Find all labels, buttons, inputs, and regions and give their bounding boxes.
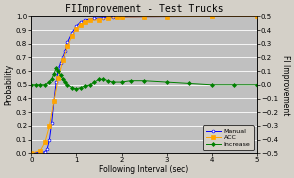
Manual <box>43 151 47 153</box>
Manual <box>75 25 78 27</box>
Manual <box>64 49 67 52</box>
ACC <box>75 28 78 30</box>
Increase <box>34 84 38 86</box>
Increase <box>97 78 101 80</box>
ACC <box>48 125 51 127</box>
Increase <box>79 87 83 89</box>
Manual <box>48 138 51 141</box>
ACC <box>79 23 83 26</box>
ACC <box>97 19 101 21</box>
Increase <box>93 81 96 83</box>
Manual <box>30 152 33 154</box>
Manual <box>111 16 114 18</box>
Increase <box>142 80 146 82</box>
Manual <box>70 32 74 34</box>
Increase <box>59 74 62 76</box>
Manual <box>84 19 87 21</box>
Increase <box>165 81 168 83</box>
Manual <box>59 62 62 64</box>
ACC <box>66 45 69 48</box>
ACC <box>70 34 74 36</box>
ACC <box>88 19 92 22</box>
Increase <box>52 73 56 75</box>
Manual <box>66 41 69 43</box>
ACC <box>210 15 213 17</box>
ACC <box>142 16 146 18</box>
Increase <box>255 84 258 86</box>
Manual <box>61 56 65 59</box>
Manual <box>255 15 258 17</box>
Increase <box>39 84 42 86</box>
Legend: Manual, ACC, Increase: Manual, ACC, Increase <box>203 125 254 150</box>
Increase <box>106 80 110 82</box>
Manual <box>120 16 123 18</box>
Manual <box>45 148 49 150</box>
Line: Increase: Increase <box>30 67 258 90</box>
Y-axis label: Probability: Probability <box>4 64 13 105</box>
Increase <box>30 84 33 86</box>
Increase <box>88 84 92 86</box>
Increase <box>111 81 114 83</box>
ACC <box>106 17 110 19</box>
ACC <box>165 15 168 18</box>
Increase <box>61 78 65 80</box>
Increase <box>66 84 69 86</box>
ACC <box>84 21 87 23</box>
Increase <box>54 67 58 69</box>
Increase <box>70 87 74 89</box>
Increase <box>57 70 60 72</box>
ACC <box>30 152 33 154</box>
Increase <box>84 85 87 87</box>
Manual <box>79 21 83 23</box>
ACC <box>120 16 123 18</box>
Increase <box>64 81 67 83</box>
Increase <box>50 78 54 80</box>
ACC <box>61 59 65 61</box>
Increase <box>233 84 236 86</box>
Increase <box>120 81 123 83</box>
Increase <box>75 88 78 90</box>
X-axis label: Following Interval (sec): Following Interval (sec) <box>99 165 189 174</box>
Increase <box>129 80 132 82</box>
Manual <box>102 17 105 19</box>
Manual <box>50 122 54 124</box>
Manual <box>210 15 213 18</box>
ACC <box>255 15 258 17</box>
Manual <box>142 16 146 18</box>
ACC <box>52 100 56 102</box>
Manual <box>54 81 58 83</box>
Y-axis label: FI Improvement: FI Improvement <box>281 55 290 115</box>
Manual <box>93 17 96 19</box>
ACC <box>115 16 119 19</box>
Title: FIImprovement - Test Trucks: FIImprovement - Test Trucks <box>65 4 223 14</box>
Increase <box>43 84 47 86</box>
ACC <box>57 77 60 79</box>
Increase <box>102 78 105 80</box>
Increase <box>187 82 191 85</box>
ACC <box>43 141 47 143</box>
Line: Manual: Manual <box>30 15 258 155</box>
ACC <box>39 150 42 152</box>
Increase <box>210 84 213 86</box>
Manual <box>165 15 168 18</box>
Manual <box>52 100 56 102</box>
Increase <box>48 81 51 83</box>
Line: ACC: ACC <box>30 15 258 155</box>
Manual <box>57 67 60 69</box>
